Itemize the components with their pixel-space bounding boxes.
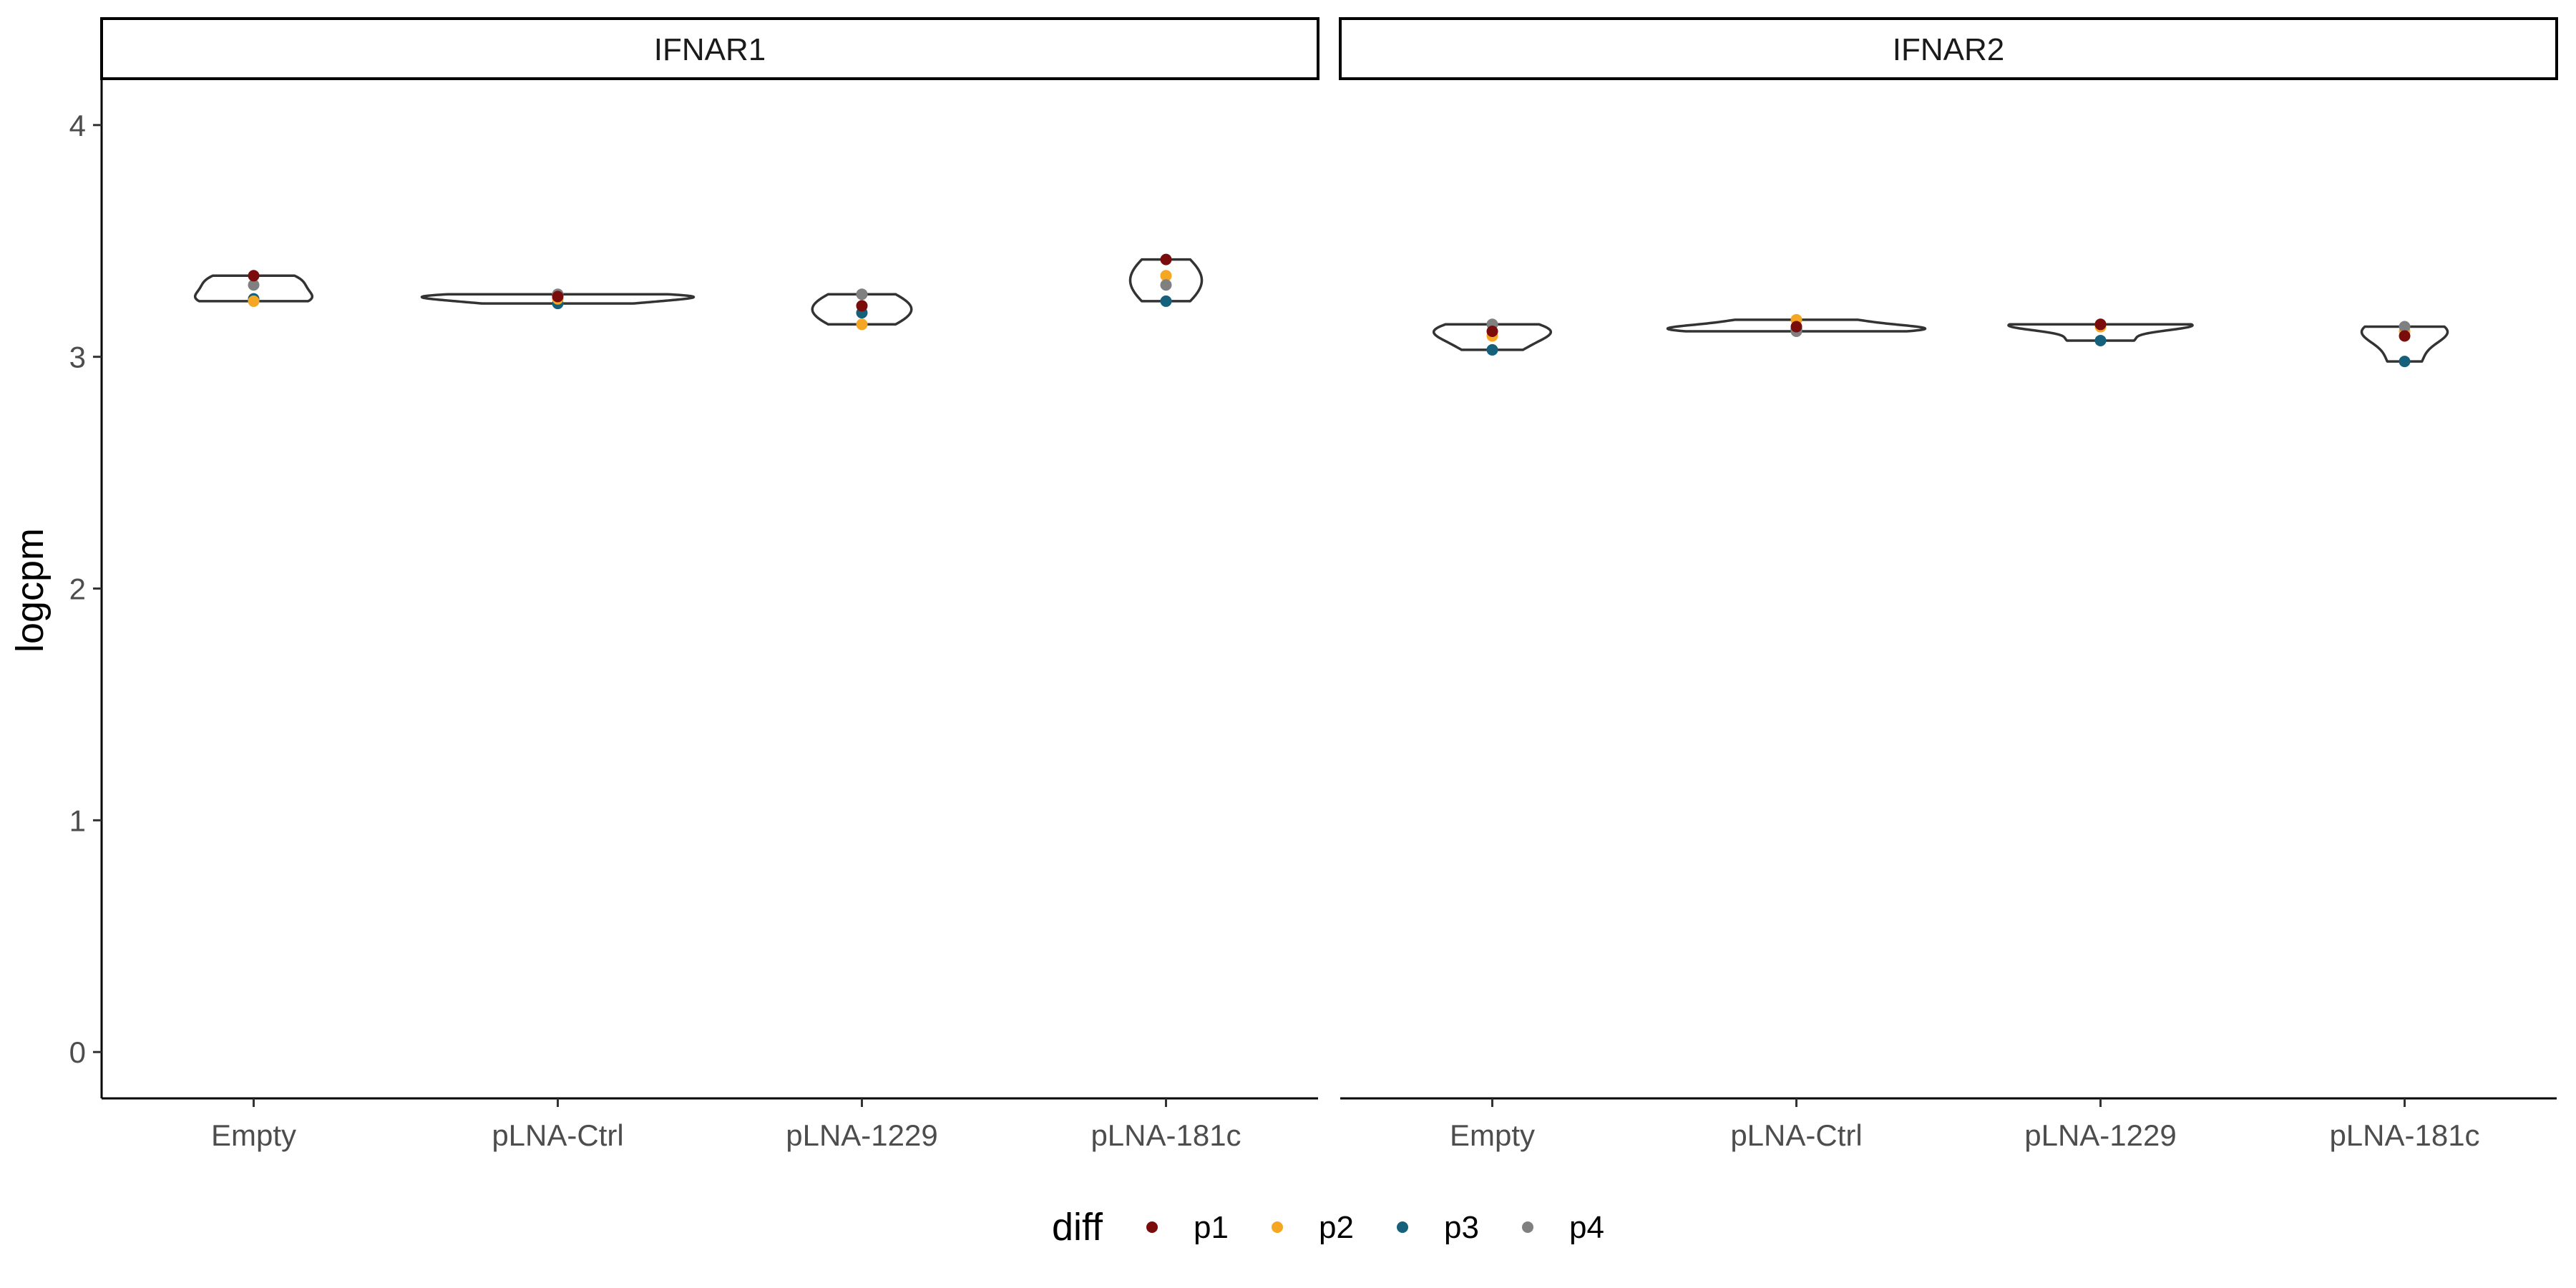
category-group-plna-ctrl: pLNA-Ctrl bbox=[1666, 313, 1927, 1152]
legend-title: diff bbox=[1052, 1206, 1103, 1249]
facet-panel-ifnar1: IFNAR1 Empty pLNA-Ctrl pLNA-1229 pLNA-181c bbox=[100, 17, 1319, 1152]
y-tick-label: 3 bbox=[69, 341, 86, 374]
facet-strip bbox=[1339, 17, 2558, 80]
data-point-p1 bbox=[2094, 318, 2107, 331]
legend-key-p4 bbox=[1522, 1221, 1533, 1233]
data-point-p3 bbox=[2094, 334, 2107, 346]
data-point-p1 bbox=[248, 270, 260, 282]
data-point-p2 bbox=[248, 295, 260, 307]
y-tick-label: 2 bbox=[69, 572, 86, 606]
y-tick-label: 1 bbox=[69, 804, 86, 837]
y-tick-label: 4 bbox=[69, 109, 86, 142]
violin-shape bbox=[2360, 325, 2449, 363]
data-point-p3 bbox=[2399, 356, 2411, 368]
legend-key-p2 bbox=[1272, 1221, 1283, 1233]
x-tick-label: Empty bbox=[1450, 1118, 1535, 1152]
category-group-empty: Empty bbox=[1432, 318, 1553, 1152]
data-point-p4 bbox=[1160, 279, 1172, 291]
legend-key-p1 bbox=[1146, 1221, 1158, 1233]
violin-shape bbox=[1128, 258, 1204, 303]
category-group-plna-181c: pLNA-181c bbox=[1091, 253, 1241, 1152]
facet-strip bbox=[100, 17, 1319, 80]
x-tick-label: pLNA-181c bbox=[1091, 1118, 1241, 1152]
x-tick-label: pLNA-Ctrl bbox=[1730, 1118, 1862, 1152]
violin-shape bbox=[1666, 318, 1927, 333]
data-point-p1 bbox=[1790, 321, 1802, 333]
category-group-plna-181c: pLNA-181c bbox=[2329, 321, 2480, 1152]
y-axis-title: logcpm bbox=[9, 528, 52, 653]
x-tick-label: pLNA-1229 bbox=[786, 1118, 937, 1152]
legend: diff p1 p2 p3 p4 bbox=[1052, 1206, 1604, 1249]
data-point-p4 bbox=[248, 279, 260, 291]
legend-label-p2: p2 bbox=[1319, 1210, 1354, 1245]
data-point-p2 bbox=[1160, 270, 1172, 282]
facet-panel-ifnar2: IFNAR2 Empty pLNA-Ctrl pLNA-1229 pLNA-181c bbox=[1339, 17, 2558, 1152]
x-tick-label: pLNA-1229 bbox=[2024, 1118, 2176, 1152]
facet-title: IFNAR1 bbox=[654, 32, 766, 67]
data-point-p1 bbox=[1486, 326, 1498, 338]
y-tick-label: 0 bbox=[69, 1035, 86, 1069]
violin-shape bbox=[1432, 323, 1553, 351]
legend-label-p4: p4 bbox=[1569, 1210, 1604, 1245]
violin-shape bbox=[420, 293, 696, 305]
category-group-plna-1229: pLNA-1229 bbox=[786, 288, 938, 1152]
data-point-p1 bbox=[1160, 253, 1172, 265]
data-point-p1 bbox=[856, 300, 868, 312]
legend-label-p3: p3 bbox=[1444, 1210, 1479, 1245]
violin-shape bbox=[193, 274, 314, 303]
x-tick-label: pLNA-181c bbox=[2329, 1118, 2479, 1152]
violin-shape bbox=[2007, 323, 2194, 342]
legend-key-p3 bbox=[1397, 1221, 1408, 1233]
data-point-p1 bbox=[552, 291, 564, 303]
facet-title: IFNAR2 bbox=[1893, 32, 2004, 67]
category-group-empty: Empty bbox=[193, 270, 314, 1152]
violin-shape bbox=[811, 293, 913, 326]
data-point-p4 bbox=[856, 288, 868, 301]
x-tick-label: Empty bbox=[211, 1118, 296, 1152]
category-group-plna-1229: pLNA-1229 bbox=[2007, 318, 2194, 1152]
legend-label-p1: p1 bbox=[1194, 1210, 1229, 1245]
data-point-p4 bbox=[2399, 321, 2411, 333]
x-tick-label: pLNA-Ctrl bbox=[492, 1118, 623, 1152]
data-point-p3 bbox=[1160, 295, 1172, 307]
data-point-p3 bbox=[1486, 343, 1498, 356]
data-point-p1 bbox=[2399, 330, 2411, 342]
data-point-p2 bbox=[856, 318, 868, 331]
category-group-plna-ctrl: pLNA-Ctrl bbox=[420, 288, 696, 1152]
